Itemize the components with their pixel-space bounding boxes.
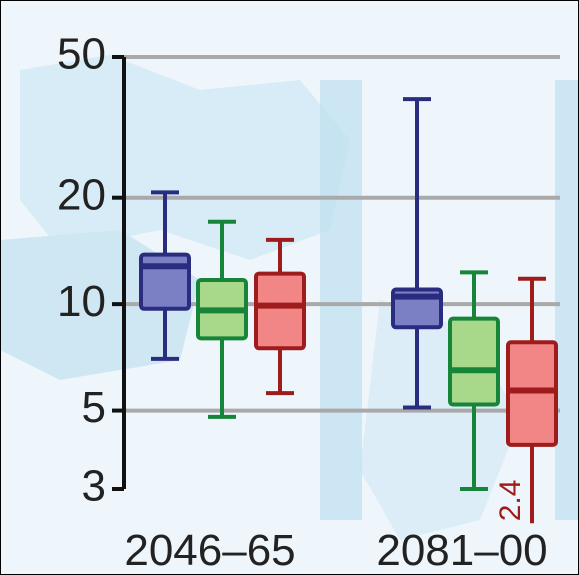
box	[254, 237, 306, 396]
x-tick-label: 2081–00	[376, 526, 547, 575]
x-tick-label: 2046–65	[124, 526, 295, 575]
y-tick-label: 20	[57, 170, 106, 219]
map-shape	[20, 55, 350, 260]
box-body	[139, 252, 191, 311]
box	[139, 190, 191, 361]
y-tick-label: 10	[57, 277, 106, 326]
y-tick-label: 5	[82, 383, 106, 432]
y-tick-label: 50	[57, 30, 106, 79]
box-body	[506, 340, 558, 447]
box-body	[448, 316, 500, 407]
y-tick-label: 3	[82, 462, 106, 511]
box	[391, 97, 443, 410]
low-label: 2.4	[494, 480, 527, 522]
box: 2.4	[494, 276, 558, 524]
map-band	[320, 80, 362, 520]
box	[196, 219, 248, 419]
box	[448, 270, 500, 491]
box-body	[254, 271, 306, 351]
map-band	[555, 80, 579, 520]
